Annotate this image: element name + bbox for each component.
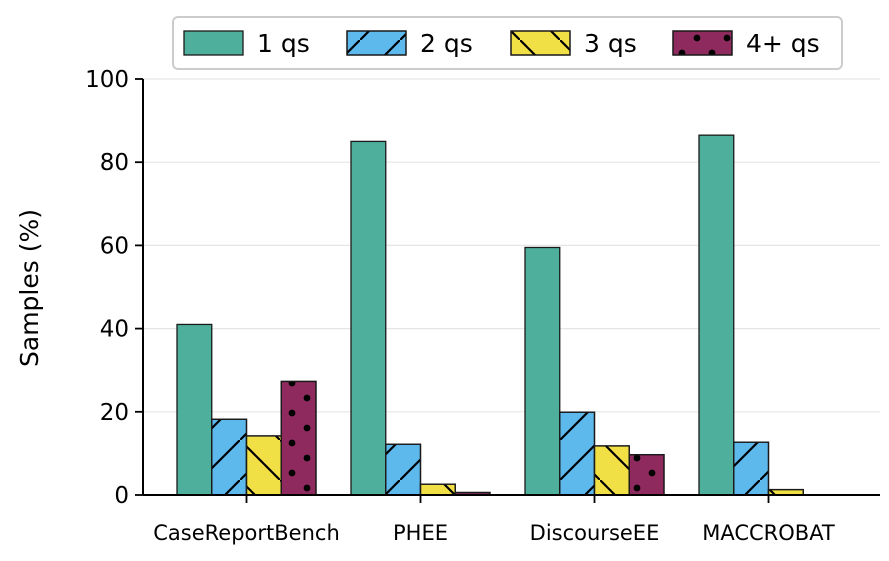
bar-hatch [211,418,248,496]
gridlines [143,78,880,413]
legend-swatch [183,30,244,56]
axes: 0 20 40 60 80 100 CaseReportBench PHEE Discourse… [85,67,880,545]
y-tick-label: 0 [114,483,129,509]
legend-swatch-hatch [510,30,571,56]
y-tick-label: 80 [100,150,129,176]
legend-label: 4+ qs [746,29,820,58]
x-tick-label: MACCROBAT [702,521,835,545]
bar-hatch [419,483,456,496]
legend-swatch-hatch [672,30,733,56]
y-axis-title: Samples (%) [15,209,44,367]
bar-hatch [593,445,630,496]
y-tick-label: 60 [100,233,129,259]
bar-hatch [280,380,317,496]
x-tick-label: CaseReportBench [153,521,340,545]
legend-label: 2 qs [420,29,473,58]
bar [698,134,735,496]
bar-hatch [385,443,422,496]
legend-frame [172,16,843,70]
bar [350,140,387,496]
bar-hatch [559,411,596,496]
legend-label: 3 qs [584,29,637,58]
y-tick-label: 100 [85,67,129,93]
bar-hatch [628,453,665,496]
legend: 1 qs 2 qs 3 qs 4+ qs [172,16,843,70]
x-tick-label: DiscourseEE [530,521,660,545]
bar-hatch [733,441,770,496]
y-tick-label: 40 [100,317,129,343]
x-tick-label: PHEE [393,521,448,545]
legend-swatch-hatch [346,30,407,56]
bars [176,134,804,496]
bar [524,246,561,496]
bar [176,323,213,496]
y-tick-label: 20 [100,400,129,426]
legend-label: 1 qs [257,29,310,58]
bar-hatch [245,435,282,496]
